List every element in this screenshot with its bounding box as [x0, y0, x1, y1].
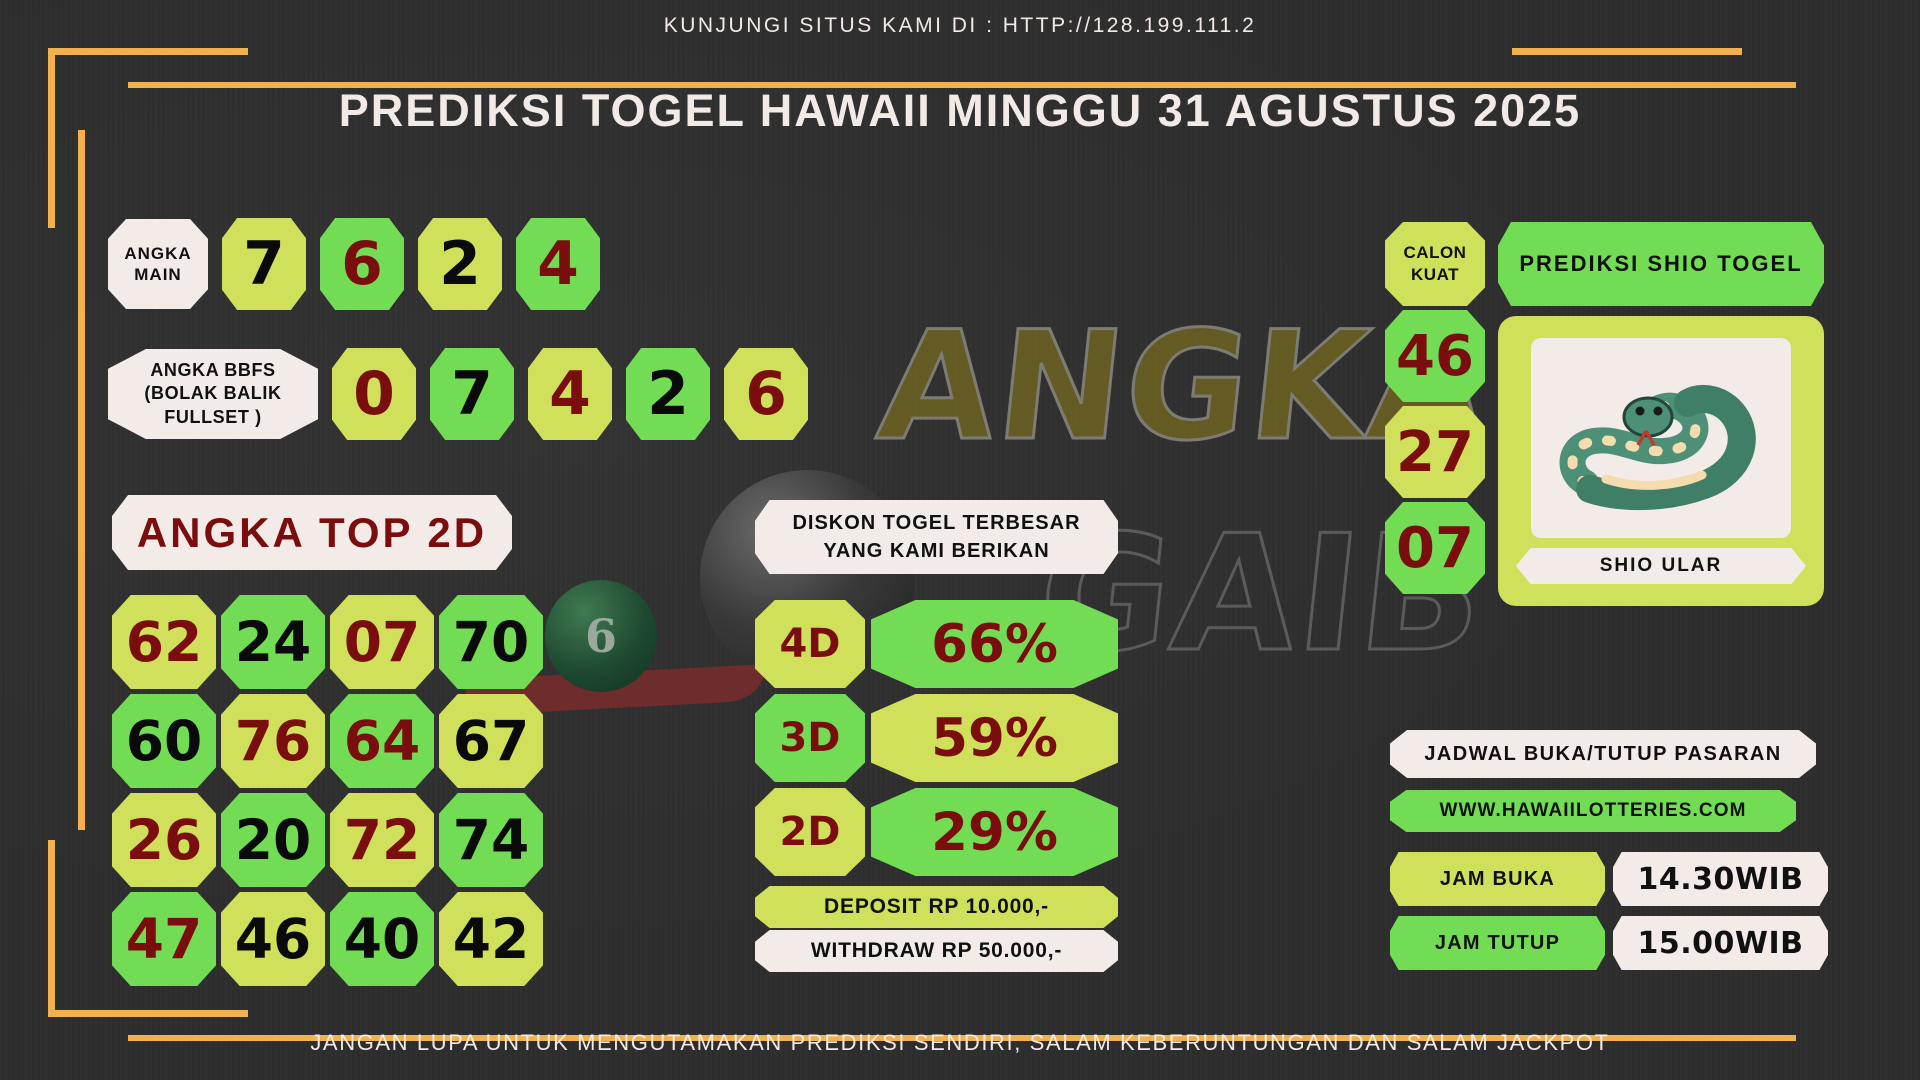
jam-tutup-label: JAM TUTUP [1390, 916, 1605, 970]
jadwal-heading: JADWAL BUKA/TUTUP PASARAN [1390, 730, 1816, 778]
diskon-value: 66% [871, 600, 1118, 688]
angka-bbfs-digit: 6 [724, 348, 808, 440]
calon-kuat-label-line2: KUAT [1411, 265, 1459, 284]
diskon-value: 29% [871, 788, 1118, 876]
angka-bbfs-label: ANGKA BBFS (BOLAK BALIK FULLSET ) [108, 349, 318, 439]
diskon-row: 4D 66% [755, 600, 1118, 688]
jadwal-row: JAM TUTUP 15.00WIB [1390, 916, 1828, 970]
diskon-heading: DISKON TOGEL TERBESAR YANG KAMI BERIKAN [755, 500, 1118, 574]
calon-kuat-number: 07 [1385, 502, 1485, 594]
angka-main-digit: 4 [516, 218, 600, 310]
top2d-cell: 72 [330, 793, 434, 887]
angka-main-digit: 6 [320, 218, 404, 310]
angka-top-2d-grid: 62 24 07 70 60 76 64 67 26 20 72 74 47 4… [112, 595, 543, 986]
angka-bbfs-section: ANGKA BBFS (BOLAK BALIK FULLSET ) 0 7 4 … [108, 348, 808, 440]
jam-buka-label: JAM BUKA [1390, 852, 1605, 906]
angka-bbfs-label-line3: FULLSET ) [164, 406, 262, 427]
angka-bbfs-digit: 0 [332, 348, 416, 440]
top2d-cell: 62 [112, 595, 216, 689]
diskon-value: 59% [871, 694, 1118, 782]
jadwal-row: JAM BUKA 14.30WIB [1390, 852, 1828, 906]
diskon-heading-line1: DISKON TOGEL TERBESAR [792, 512, 1081, 534]
diskon-heading-line2: YANG KAMI BERIKAN [823, 540, 1050, 562]
frame-bottom-left-horizontal [48, 1010, 248, 1017]
top2d-cell: 47 [112, 892, 216, 986]
diskon-label: 4D [755, 600, 865, 688]
frame-top-left-vertical [48, 48, 55, 228]
calon-kuat-number: 46 [1385, 310, 1485, 402]
angka-top-2d-heading: ANGKA TOP 2D [112, 495, 512, 570]
shio-name-label: SHIO ULAR [1516, 548, 1806, 584]
calon-kuat-number: 27 [1385, 406, 1485, 498]
angka-main-digit: 2 [418, 218, 502, 310]
top2d-cell: 64 [330, 694, 434, 788]
withdraw-row: WITHDRAW RP 50.000,- [755, 930, 1118, 972]
top2d-cell: 67 [439, 694, 543, 788]
frame-top-left-horizontal [48, 48, 248, 55]
frame-left-vertical [78, 130, 85, 830]
top2d-cell: 76 [221, 694, 325, 788]
calon-kuat-label-line1: CALON [1403, 242, 1467, 262]
top2d-cell: 24 [221, 595, 325, 689]
billiard-ball-number: 6 [584, 609, 617, 663]
jam-tutup-value: 15.00WIB [1613, 916, 1828, 970]
billiard-ball-six-icon: 6 [545, 580, 657, 692]
angka-bbfs-label-line1: ANGKA BBFS [150, 359, 276, 380]
top2d-cell: 26 [112, 793, 216, 887]
site-url-banner: KUNJUNGI SITUS KAMI DI : HTTP://128.199.… [663, 14, 1257, 37]
angka-bbfs-digit: 4 [528, 348, 612, 440]
top2d-cell: 70 [439, 595, 543, 689]
angka-main-label-line2: MAIN [134, 265, 182, 284]
shio-card: SHIO ULAR [1498, 316, 1824, 606]
top2d-cell: 60 [112, 694, 216, 788]
angka-bbfs-label-line2: (BOLAK BALIK [144, 383, 282, 404]
diskon-label: 2D [755, 788, 865, 876]
angka-main-digit: 7 [222, 218, 306, 310]
diskon-label: 3D [755, 694, 865, 782]
calon-kuat-section: CALON KUAT 46 27 07 [1385, 222, 1485, 594]
diskon-row: 2D 29% [755, 788, 1118, 876]
diskon-rows: 4D 66% 3D 59% 2D 29% [755, 600, 1118, 882]
angka-main-label: ANGKA MAIN [108, 219, 208, 309]
angka-bbfs-digit: 2 [626, 348, 710, 440]
shio-heading: PREDIKSI SHIO TOGEL [1498, 222, 1824, 306]
jadwal-website: WWW.HAWAIILOTTERIES.COM [1390, 790, 1796, 832]
diskon-row: 3D 59% [755, 694, 1118, 782]
top2d-cell: 74 [439, 793, 543, 887]
snake-illustration-icon [1531, 338, 1791, 538]
footer-note: JANGAN LUPA UNTUK MENGUTAMAKAN PREDIKSI … [310, 1030, 1610, 1055]
angka-main-section: ANGKA MAIN 7 6 2 4 [108, 218, 600, 310]
frame-bottom-left-vertical [48, 840, 55, 1017]
top2d-cell: 40 [330, 892, 434, 986]
frame-top-right-horizontal [1512, 48, 1742, 55]
top2d-cell: 07 [330, 595, 434, 689]
page-title: PREDIKSI TOGEL HAWAII MINGGU 31 AGUSTUS … [338, 85, 1582, 136]
top2d-cell: 42 [439, 892, 543, 986]
deposit-row: DEPOSIT RP 10.000,- [755, 886, 1118, 928]
calon-kuat-label: CALON KUAT [1385, 222, 1485, 306]
top2d-cell: 46 [221, 892, 325, 986]
jam-buka-value: 14.30WIB [1613, 852, 1828, 906]
angka-main-label-line1: ANGKA [124, 243, 192, 263]
top2d-cell: 20 [221, 793, 325, 887]
angka-bbfs-digit: 7 [430, 348, 514, 440]
